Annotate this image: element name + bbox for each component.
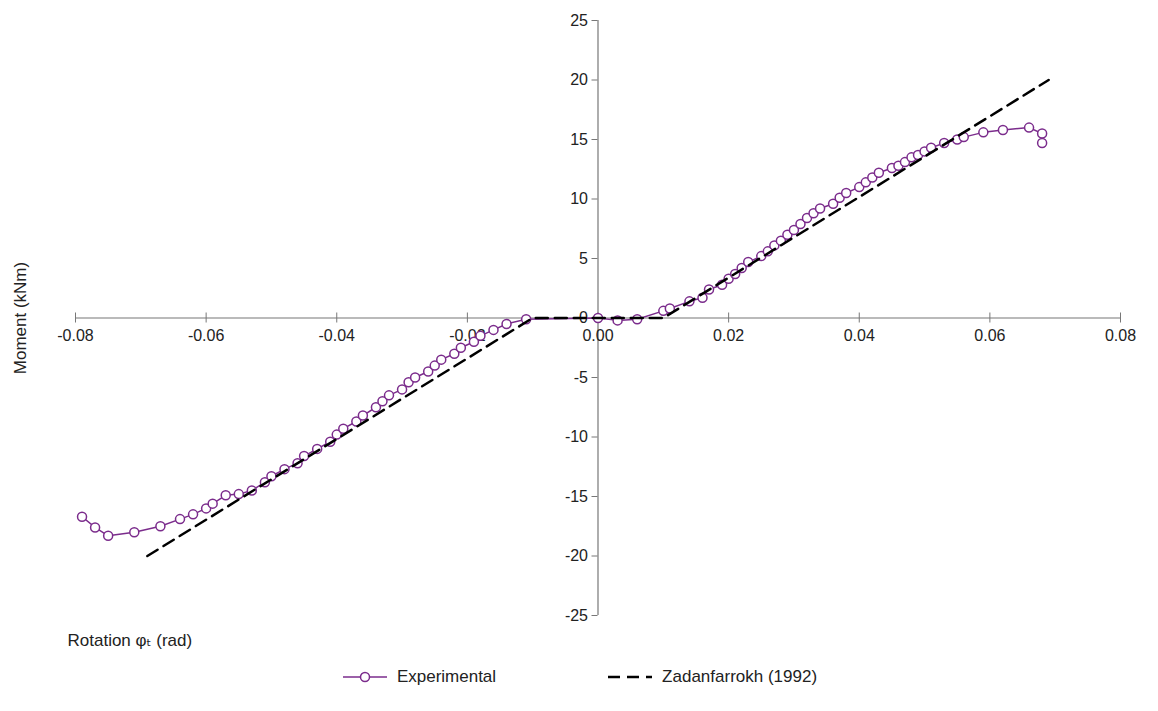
svg-text:0.08: 0.08: [1105, 327, 1136, 344]
svg-text:Moment (kNm): Moment (kNm): [11, 262, 30, 374]
svg-text:25: 25: [570, 12, 588, 29]
html-text:Experimental: Experimental: [396, 667, 497, 686]
svg-text:10: 10: [570, 190, 588, 207]
svg-text:-15: -15: [565, 488, 588, 505]
svg-text:-25: -25: [565, 607, 588, 624]
svg-text:20: 20: [570, 71, 588, 88]
svg-text:0: 0: [579, 309, 588, 327]
svg-text:-20: -20: [565, 547, 588, 564]
svg-text:0.00: 0.00: [582, 327, 613, 344]
svg-text:15: 15: [570, 131, 588, 148]
html-text:Zadanfarrokh (1992): Zadanfarrokh (1992): [662, 667, 818, 686]
svg-text:5: 5: [579, 250, 588, 267]
svg-text:0.04: 0.04: [844, 327, 875, 344]
svg-text:-0.02: -0.02: [449, 327, 486, 344]
svg-text:0.06: 0.06: [974, 327, 1005, 344]
svg-text:-0.08: -0.08: [57, 327, 94, 344]
svg-text:Rotation φₜ (rad): Rotation φₜ (rad): [68, 631, 193, 650]
svg-text:-0.06: -0.06: [188, 327, 225, 344]
svg-text:-10: -10: [565, 428, 588, 445]
svg-text:-0.04: -0.04: [319, 327, 356, 344]
svg-text:0.02: 0.02: [713, 327, 744, 344]
svg-text:-5: -5: [574, 369, 588, 386]
